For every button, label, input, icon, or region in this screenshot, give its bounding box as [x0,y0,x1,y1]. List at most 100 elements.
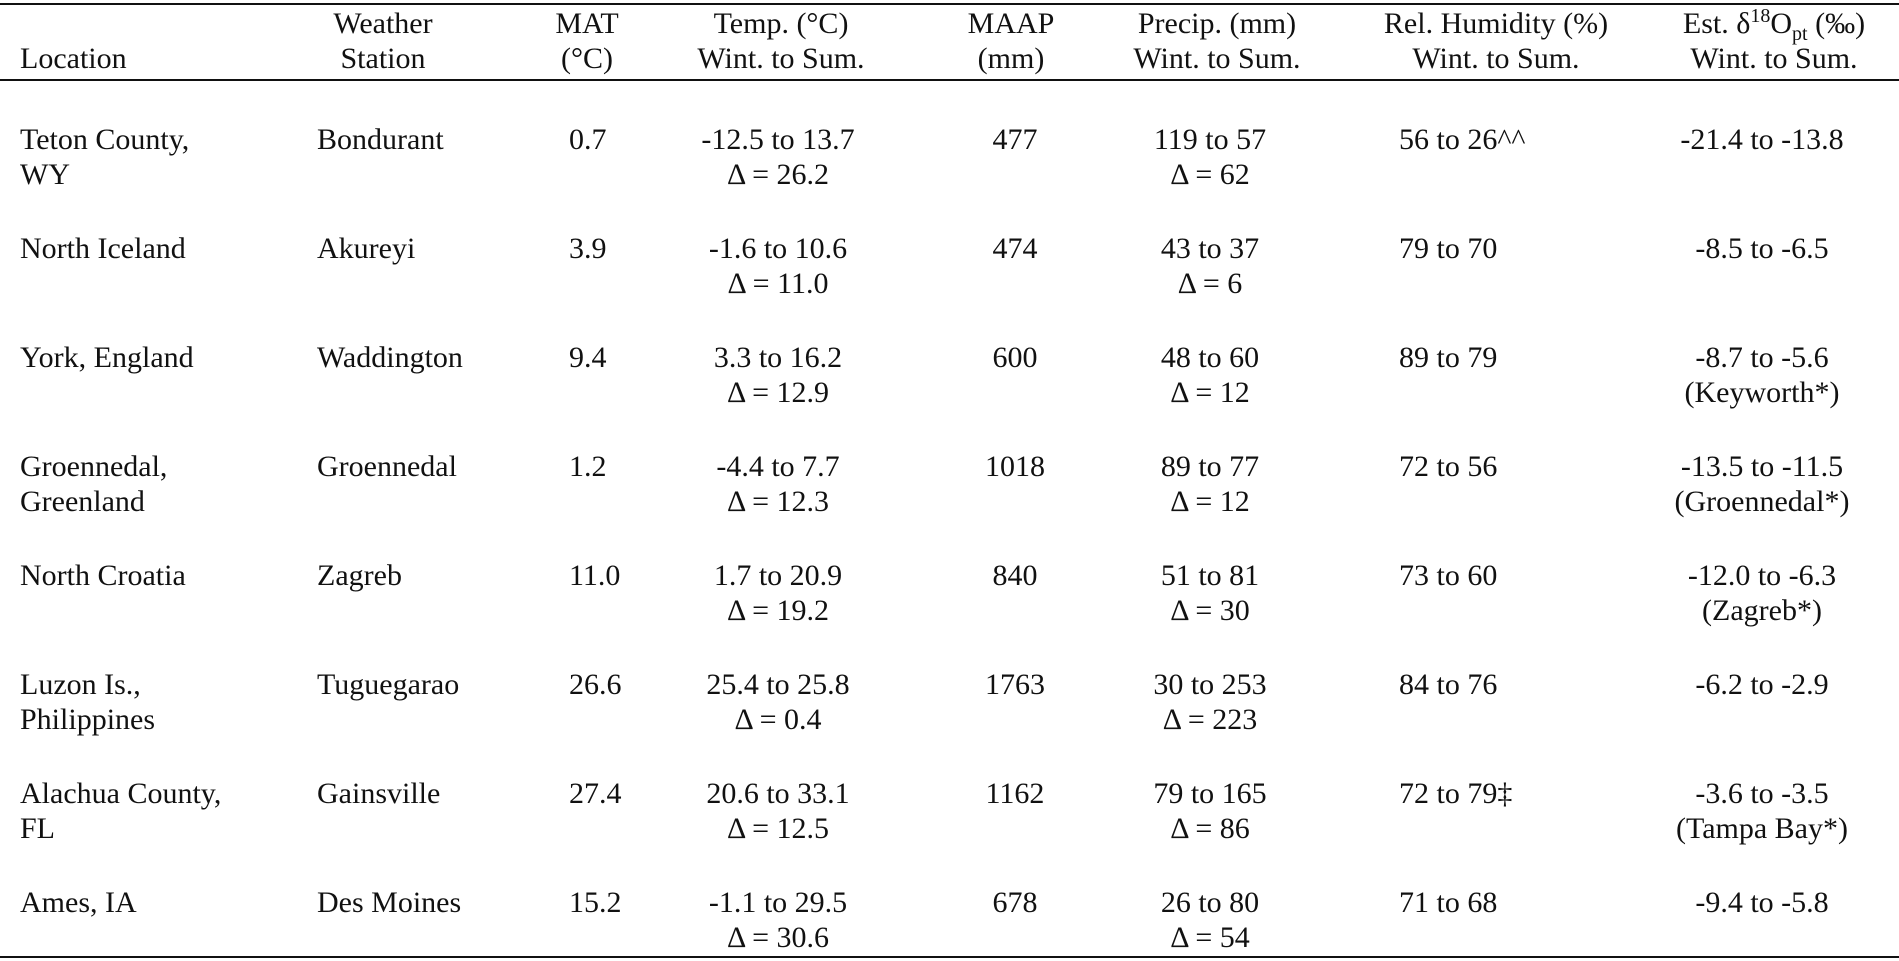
header-text: Wint. to Sum. [1133,42,1301,75]
header-text: (°C) [561,42,613,75]
cell-text: Δ = 86 [1170,812,1250,845]
header-text: Location [20,42,127,75]
header-text: MAT [555,7,619,40]
header-cell: Precip. (mm) Wint. to Sum. [1097,6,1337,76]
cell-text: -21.4 to -13.8 [1680,123,1844,156]
cell-text: Δ = 30 [1170,594,1250,627]
cell-text: 71 to 68 [1399,886,1498,919]
cell-text: 678 [992,886,1038,919]
cell-text: -1.6 to 10.6 [708,232,848,265]
table-cell: 1763 [935,667,1095,702]
header-text: Wint. to Sum. [697,42,865,75]
cell-text: Δ = 12 [1170,485,1250,518]
cell-text: 79 to 70 [1399,232,1498,265]
cell-text: Δ = 12.3 [726,485,830,518]
table-cell: 3.3 to 16.2 Δ = 12.9 [648,340,908,410]
table-cell: 477 [935,122,1095,157]
cell-text: -13.5 to -11.5 [1680,450,1844,483]
cell-text: 89 to 79 [1399,341,1498,374]
cell-text: 27.4 [569,777,622,810]
cell-text: 11.0 [569,559,621,592]
table-cell: 72 to 56 [1399,449,1629,484]
table-cell: Tuguegarao [317,667,537,702]
table-cell: -1.6 to 10.6 Δ = 11.0 [648,231,908,301]
header-cell: Temp. (°C) Wint. to Sum. [651,6,911,76]
cell-text: Luzon Is., [20,668,141,701]
header-part: Est. δ [1682,7,1751,40]
cell-text: Teton County, [20,123,190,156]
cell-text: 0.7 [569,123,607,156]
table-cell: -21.4 to -13.8 [1630,122,1894,157]
cell-text: Δ = 12.9 [726,376,830,409]
bottom-rule [0,956,1899,958]
cell-text: Δ = 54 [1170,921,1250,954]
table-cell: 26 to 80 Δ = 54 [1090,885,1330,955]
table-cell: York, England [20,340,310,375]
table-cell: Luzon Is., Philippines [20,667,310,737]
cell-text: (Groennedal*) [1674,485,1850,518]
cell-text: 43 to 37 [1160,232,1260,265]
cell-text: 89 to 77 [1160,450,1260,483]
cell-text: Akureyi [317,232,416,265]
header-cell: Rel. Humidity (%) Wint. to Sum. [1356,6,1636,76]
cell-text: Δ = 26.2 [726,158,830,191]
cell-text: 1.2 [569,450,607,483]
cell-text: -9.4 to -5.8 [1695,886,1829,919]
cell-text: Tuguegarao [317,668,460,701]
table-cell: 71 to 68 [1399,885,1629,920]
header-cell: Est. δ18Opt (‰) Wint. to Sum. [1640,6,1899,76]
cell-text: -12.0 to -6.3 [1687,559,1837,592]
table-cell: Gainsville [317,776,537,811]
table-cell: 89 to 79 [1399,340,1629,375]
table-cell: -8.5 to -6.5 [1630,231,1894,266]
cell-text: 48 to 60 [1160,341,1260,374]
table-cell: 20.6 to 33.1 Δ = 12.5 [648,776,908,846]
cell-text: FL [20,812,56,845]
cell-text: 840 [992,559,1038,592]
cell-text: North Croatia [20,559,186,592]
table-cell: 600 [935,340,1095,375]
cell-text: 119 to 57 [1153,123,1267,156]
table-cell: 30 to 253 Δ = 223 [1090,667,1330,737]
table-cell: -6.2 to -2.9 [1630,667,1894,702]
table-cell: 84 to 76 [1399,667,1629,702]
table-cell: Alachua County, FL [20,776,310,846]
header-sub: pt [1792,23,1808,45]
cell-text: -8.5 to -6.5 [1695,232,1829,265]
cell-text: 477 [992,123,1038,156]
cell-text: Ames, IA [20,886,137,919]
table-cell: 89 to 77 Δ = 12 [1090,449,1330,519]
cell-text: 72 to 56 [1399,450,1498,483]
table-cell: 1.7 to 20.9 Δ = 19.2 [648,558,908,628]
cell-text: -4.4 to 7.7 [716,450,840,483]
cell-text: 56 to 26^^ [1399,123,1526,156]
header-text: MAAP [967,7,1055,40]
cell-text: Δ = 30.6 [726,921,830,954]
table-cell: 43 to 37 Δ = 6 [1090,231,1330,301]
header-text: Wint. to Sum. [1412,42,1580,75]
table-cell: 79 to 70 [1399,231,1629,266]
cell-text: (Tampa Bay*) [1675,812,1848,845]
cell-text: 79 to 165 [1153,777,1267,810]
cell-text: 474 [992,232,1038,265]
cell-text: 72 to 79‡ [1399,777,1513,810]
cell-text: Δ = 19.2 [726,594,830,627]
table-cell: 678 [935,885,1095,920]
header-cell: Location [20,41,310,76]
header-text: Weather [333,7,433,40]
cell-text: York, England [20,341,194,374]
cell-text: Δ = 62 [1170,158,1250,191]
cell-text: Δ = 0.4 [734,703,822,736]
header-part: O [1770,7,1793,40]
table-cell: -9.4 to -5.8 [1630,885,1894,920]
header-text: Temp. (°C) [713,7,849,40]
header-part: (‰) [1807,7,1866,40]
table-cell: Teton County, WY [20,122,310,192]
table-cell: 25.4 to 25.8 Δ = 0.4 [648,667,908,737]
table-cell: -13.5 to -11.5 (Groennedal*) [1630,449,1894,519]
cell-text: 15.2 [569,886,622,919]
cell-text: Alachua County, [20,777,222,810]
cell-text: 1162 [985,777,1045,810]
header-text: Wint. to Sum. [1690,42,1858,75]
